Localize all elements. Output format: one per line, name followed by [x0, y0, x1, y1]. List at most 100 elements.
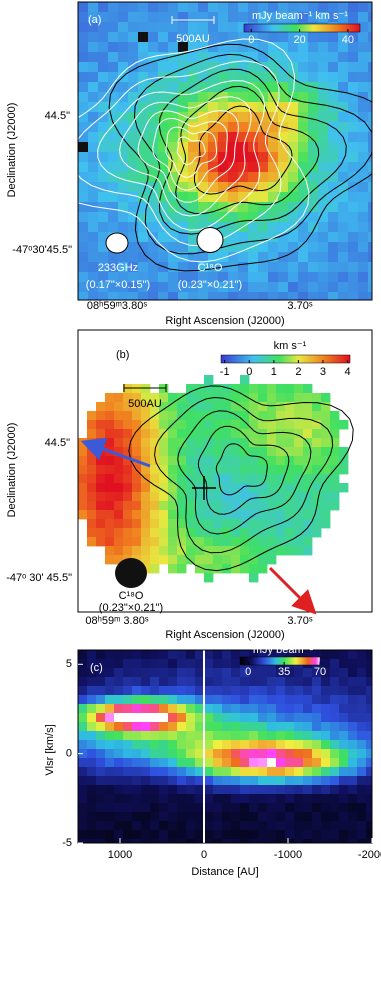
map-pixel	[318, 92, 329, 103]
map-pixel	[240, 483, 250, 493]
map-pixel	[318, 182, 329, 193]
map-pixel	[298, 172, 309, 183]
map-pixel	[231, 830, 241, 840]
map-pixel	[141, 456, 151, 466]
map-pixel	[158, 292, 169, 300]
map-pixel	[267, 686, 277, 696]
map-pixel	[248, 42, 259, 53]
map-pixel	[198, 272, 209, 283]
map-pixel	[276, 492, 286, 502]
map-pixel	[128, 162, 139, 173]
map-image	[78, 375, 349, 583]
y-tick-label: 44.5"	[45, 110, 70, 122]
map-pixel	[118, 102, 129, 113]
colorbar-tick-label: 0	[245, 666, 251, 678]
map-pixel	[198, 12, 209, 23]
map-pixel	[248, 232, 259, 243]
map-pixel	[168, 519, 178, 529]
map-pixel	[148, 2, 159, 13]
map-pixel	[138, 2, 149, 13]
map-pixel	[294, 483, 304, 493]
map-pixel	[96, 510, 106, 520]
map-pixel	[159, 659, 169, 669]
map-pixel	[177, 483, 187, 493]
map-pixel	[138, 72, 149, 83]
map-pixel	[330, 429, 340, 439]
map-pixel	[303, 731, 313, 741]
map-pixel	[321, 704, 331, 714]
map-pixel	[132, 420, 142, 430]
map-pixel	[267, 546, 277, 556]
map-pixel	[321, 830, 331, 840]
map-pixel	[87, 650, 97, 660]
x-axis-label: Distance [AU]	[191, 866, 258, 878]
map-pixel	[188, 252, 199, 263]
map-pixel	[114, 659, 124, 669]
map-pixel	[88, 82, 99, 93]
map-pixel	[118, 192, 129, 203]
map-pixel	[268, 52, 279, 63]
map-pixel	[276, 402, 286, 412]
map-pixel	[258, 292, 269, 300]
map-pixel	[114, 474, 124, 484]
map-pixel	[330, 447, 340, 457]
map-pixel	[321, 812, 331, 822]
map-pixel	[278, 202, 289, 213]
map-pixel	[339, 677, 349, 687]
map-pixel	[258, 677, 268, 687]
map-pixel	[159, 803, 169, 813]
map-pixel	[168, 456, 178, 466]
map-pixel	[231, 393, 241, 403]
map-pixel	[231, 555, 241, 565]
map-pixel	[267, 474, 277, 484]
map-pixel	[248, 102, 259, 113]
map-pixel	[328, 82, 339, 93]
map-pixel	[231, 402, 241, 412]
map-pixel	[348, 182, 359, 193]
map-pixel	[96, 465, 106, 475]
map-pixel	[330, 650, 340, 660]
map-pixel	[294, 537, 304, 547]
map-pixel	[213, 695, 223, 705]
map-pixel	[348, 740, 358, 750]
map-pixel	[276, 695, 286, 705]
map-pixel	[118, 52, 129, 63]
map-pixel	[213, 483, 223, 493]
beam-name: 233GHz	[98, 262, 138, 274]
map-pixel	[294, 785, 304, 795]
map-pixel	[366, 677, 372, 687]
map-pixel	[78, 2, 89, 13]
map-pixel	[186, 830, 196, 840]
map-pixel	[294, 713, 304, 723]
map-pixel	[87, 830, 97, 840]
map-pixel	[138, 232, 149, 243]
map-pixel	[123, 722, 133, 732]
map-pixel	[312, 794, 322, 804]
map-pixel	[358, 292, 369, 300]
map-pixel	[141, 429, 151, 439]
map-pixel	[108, 72, 119, 83]
map-pixel	[123, 474, 133, 484]
map-pixel	[132, 839, 142, 843]
map-pixel	[198, 112, 209, 123]
map-pixel	[218, 202, 229, 213]
map-pixel	[138, 142, 149, 153]
map-pixel	[118, 282, 129, 293]
map-pixel	[168, 182, 179, 193]
map-pixel	[96, 420, 106, 430]
map-pixel	[288, 152, 299, 163]
map-pixel	[303, 447, 313, 457]
map-pixel	[177, 564, 187, 574]
map-pixel	[177, 749, 187, 759]
map-pixel	[288, 252, 299, 263]
map-pixel	[177, 402, 187, 412]
map-pixel	[339, 456, 349, 466]
map-pixel	[213, 411, 223, 421]
map-pixel	[177, 537, 187, 547]
map-pixel	[141, 447, 151, 457]
map-pixel	[186, 555, 196, 565]
map-pixel	[158, 22, 169, 33]
map-pixel	[195, 767, 205, 777]
map-pixel	[213, 465, 223, 475]
map-pixel	[195, 785, 205, 795]
